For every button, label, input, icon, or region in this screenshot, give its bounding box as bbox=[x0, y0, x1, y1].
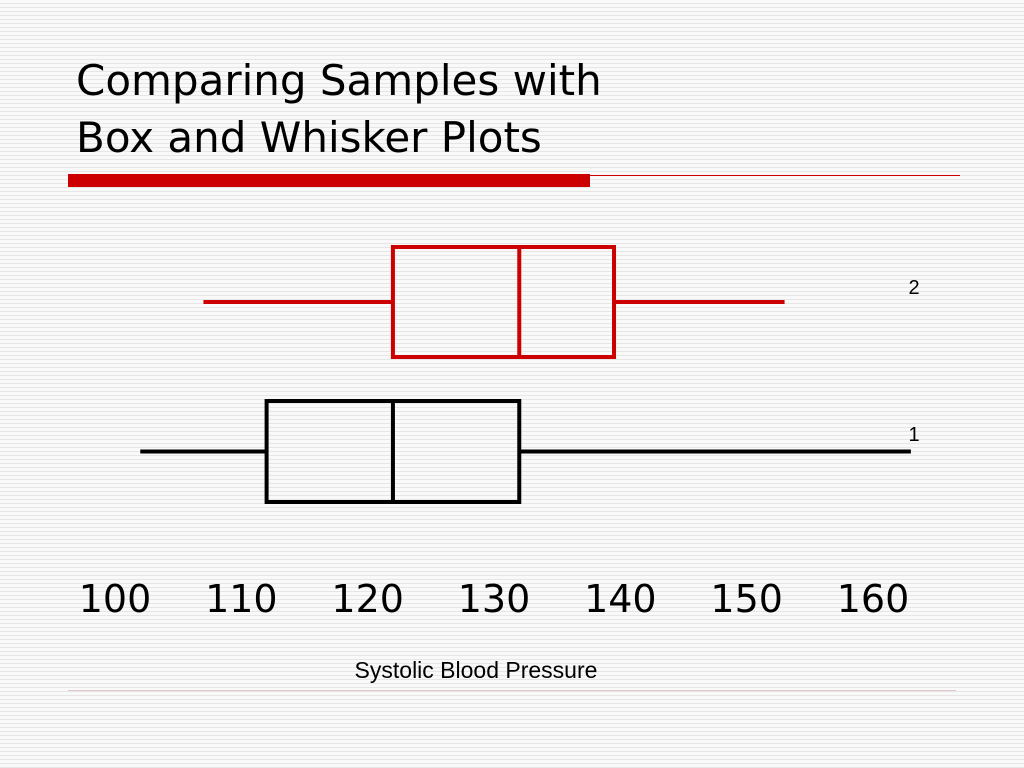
slide-title: Comparing Samples with Box and Whisker P… bbox=[76, 52, 956, 166]
x-tick-label-140: 140 bbox=[584, 577, 657, 621]
x-tick-label-160: 160 bbox=[837, 577, 910, 621]
box-plot-2: 2 bbox=[203, 245, 920, 359]
slide-title-line-1: Comparing Samples with bbox=[76, 56, 602, 105]
x-tick-label-120: 120 bbox=[331, 577, 404, 621]
x-tick-label-130: 130 bbox=[458, 577, 531, 621]
x-tick-label-150: 150 bbox=[710, 577, 783, 621]
x-axis-title: Systolic Blood Pressure bbox=[355, 657, 598, 683]
series-label-2: 2 bbox=[908, 277, 919, 299]
x-tick-label-110: 110 bbox=[205, 577, 278, 621]
series-label-1: 1 bbox=[908, 424, 919, 446]
x-tick-label-100: 100 bbox=[79, 577, 152, 621]
title-underline-thin bbox=[590, 175, 960, 176]
box-2 bbox=[390, 245, 617, 359]
footer-divider bbox=[68, 690, 956, 691]
box-plots: 21 bbox=[140, 245, 920, 504]
box-plot-1: 1 bbox=[140, 399, 920, 504]
x-tick-labels: 100 110 120 130 140 150 160 bbox=[79, 577, 910, 621]
slide-title-line-2: Box and Whisker Plots bbox=[76, 113, 542, 162]
title-underline-thick bbox=[68, 174, 590, 187]
